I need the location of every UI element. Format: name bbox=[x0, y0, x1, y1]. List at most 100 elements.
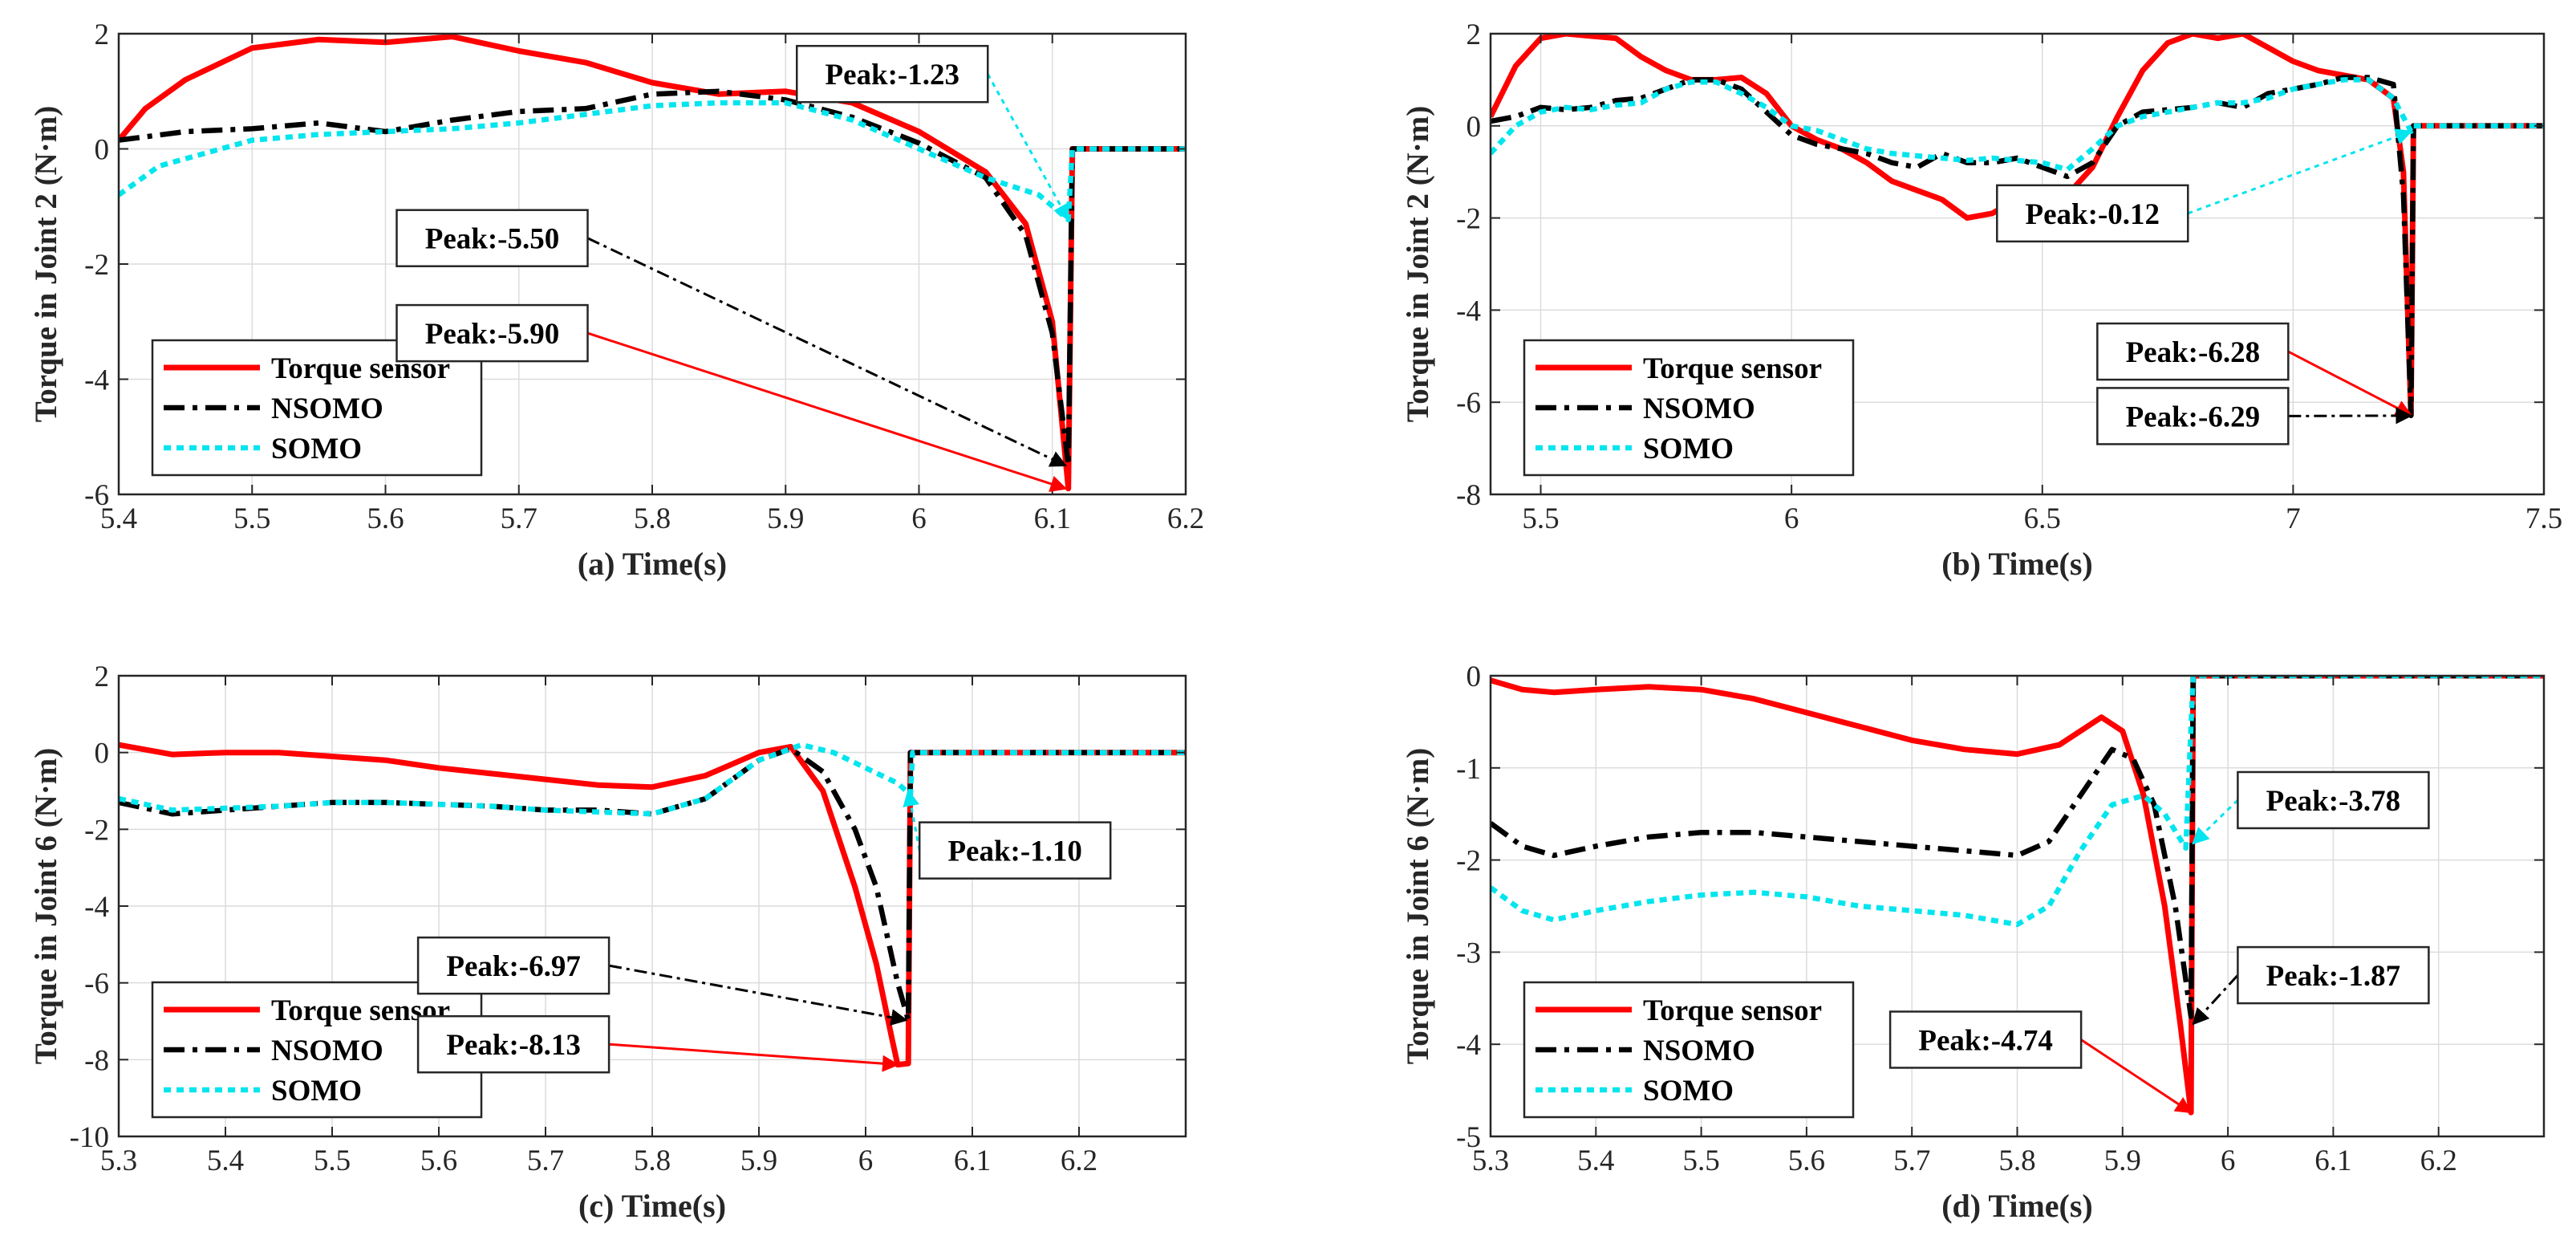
annotation-label: Peak:-4.74 bbox=[1918, 1024, 2053, 1057]
series-line-somo bbox=[1491, 77, 2544, 173]
annotation-box bbox=[2237, 945, 2430, 1005]
y-tick-label: 2 bbox=[95, 18, 110, 51]
x-tick-label: 5.8 bbox=[634, 1144, 671, 1177]
peak-annotation: Peak:-6.28 bbox=[2096, 322, 2413, 417]
y-axis-label: Torque in Joint 2 (N·m) bbox=[29, 106, 63, 422]
peak-annotation: Peak:-3.78 bbox=[2192, 770, 2430, 845]
annotation-label: Peak:-5.50 bbox=[425, 223, 560, 256]
x-tick-label: 6.1 bbox=[2314, 1144, 2351, 1177]
axes-box bbox=[1489, 32, 2546, 496]
peak-annotation: Peak:-0.12 bbox=[1996, 128, 2413, 243]
annotation-arrow bbox=[587, 331, 1068, 492]
x-tick-label: 5.4 bbox=[207, 1144, 244, 1177]
peak-annotation: Peak:-1.87 bbox=[2192, 945, 2430, 1026]
x-tick-label: 6 bbox=[1784, 502, 1799, 535]
y-tick-label: -2 bbox=[84, 249, 109, 282]
series-line-torque-sensor bbox=[119, 742, 1186, 1068]
annotation-box bbox=[396, 303, 589, 363]
annotation-box bbox=[796, 44, 989, 104]
x-tick-label: 6.1 bbox=[954, 1144, 991, 1177]
annotation-label: Peak:-1.10 bbox=[947, 835, 1082, 868]
x-tick-label: 5.6 bbox=[1788, 1144, 1825, 1177]
x-tick-label: 5.9 bbox=[767, 502, 804, 535]
annotation-arrow bbox=[2192, 974, 2239, 1026]
annotation-arrow bbox=[903, 789, 921, 851]
annotation-box bbox=[1996, 184, 2189, 243]
annotation-arrow bbox=[2080, 1039, 2193, 1114]
series-line-torque-sensor bbox=[1491, 34, 2544, 418]
annotation-label: Peak:-8.13 bbox=[446, 1029, 581, 1062]
x-tick-label: 5.8 bbox=[634, 502, 671, 535]
x-tick-label: 5.7 bbox=[1893, 1144, 1930, 1177]
annotation-label: Peak:-1.87 bbox=[2266, 960, 2401, 993]
chart-d: 5.3 5.4 5.5 5.6 5.7 5.8 5.9 6 6.1 6.2 -5 -4 -3 -2 -1 0 T… bbox=[1401, 661, 2546, 1224]
peak-annotation: Peak:-6.97 bbox=[416, 936, 908, 1026]
annotation-arrow bbox=[986, 73, 1070, 222]
y-axis-label: Torque in Joint 6 (N·m) bbox=[29, 748, 63, 1064]
peak-annotation: Peak:-4.74 bbox=[1888, 1010, 2193, 1114]
annotation-box bbox=[1888, 1010, 2083, 1069]
annotation-arrow bbox=[586, 237, 1068, 467]
y-tick-label: 0 bbox=[95, 134, 110, 167]
legend-label: SOMO bbox=[271, 1075, 362, 1108]
annotation-box bbox=[416, 1014, 611, 1074]
x-tick-label: 6.2 bbox=[2420, 1144, 2457, 1177]
y-tick-label: -4 bbox=[84, 364, 109, 397]
annotation-label: Peak:-3.78 bbox=[2266, 785, 2401, 818]
peak-annotation: Peak:-8.13 bbox=[416, 1014, 899, 1074]
x-tick-label: 5.9 bbox=[740, 1144, 777, 1177]
x-tick-label: 6.2 bbox=[1061, 1144, 1097, 1177]
y-tick-label: -2 bbox=[1456, 203, 1481, 236]
x-tick-label: 5.8 bbox=[1998, 1144, 2035, 1177]
annotation-box bbox=[2237, 770, 2430, 830]
x-tick-label: 5.5 bbox=[1682, 1144, 1719, 1177]
y-tick-label: -10 bbox=[70, 1121, 109, 1154]
annotation-box bbox=[2096, 322, 2290, 381]
x-tick-label: 6 bbox=[858, 1144, 874, 1177]
x-tick-label: 5.4 bbox=[1577, 1144, 1614, 1177]
x-tick-label: 6.2 bbox=[1167, 502, 1204, 535]
series-line-somo bbox=[119, 100, 1186, 223]
annotation-box bbox=[396, 209, 589, 267]
peak-annotation: Peak:-1.23 bbox=[796, 44, 1070, 222]
x-tick-label: 5.4 bbox=[100, 502, 137, 535]
peak-annotation: Peak:-5.90 bbox=[396, 303, 1068, 492]
x-tick-label: 5.9 bbox=[2104, 1144, 2141, 1177]
y-tick-label: -6 bbox=[1456, 387, 1481, 420]
y-tick-label: -4 bbox=[1456, 1029, 1481, 1062]
y-tick-label: -3 bbox=[1456, 937, 1481, 969]
y-tick-label: -6 bbox=[84, 968, 109, 1001]
annotation-label: Peak:-0.12 bbox=[2026, 198, 2160, 231]
annotation-label: Peak:-6.28 bbox=[2126, 336, 2261, 369]
y-tick-label: 0 bbox=[1466, 111, 1482, 144]
x-tick-label: 7 bbox=[2286, 502, 2301, 535]
peak-annotation: Peak:-6.29 bbox=[2096, 387, 2413, 445]
annotation-arrow bbox=[2287, 350, 2413, 417]
series-line-nsomo bbox=[1491, 75, 2544, 419]
annotation-arrow bbox=[2288, 407, 2413, 425]
x-tick-label: 6.5 bbox=[2024, 502, 2061, 535]
annotation-box bbox=[416, 936, 611, 995]
legend-label: SOMO bbox=[271, 433, 362, 465]
series-line-nsomo bbox=[1491, 676, 2544, 1020]
x-axis-caption: (c) Time(s) bbox=[578, 1188, 726, 1224]
chart-b: 5.5 6 6.5 7 7.5 -8 -6 -4 -2 0 2 Torque in Joint 2 (… bbox=[1401, 18, 2562, 582]
peak-annotation: Peak:-1.10 bbox=[903, 789, 1112, 880]
annotation-label: Peak:-6.29 bbox=[2126, 400, 2261, 433]
y-tick-label: -8 bbox=[84, 1044, 109, 1077]
legend-label: NSOMO bbox=[271, 1034, 383, 1067]
series-line-nsomo bbox=[119, 88, 1186, 469]
x-tick-label: 5.7 bbox=[527, 1144, 564, 1177]
series-line-torque-sensor bbox=[119, 34, 1186, 492]
x-tick-label: 5.7 bbox=[501, 502, 538, 535]
y-tick-label: -5 bbox=[1456, 1121, 1481, 1154]
annotation-arrow bbox=[608, 964, 908, 1026]
legend-label: SOMO bbox=[1643, 433, 1734, 465]
annotation-arrow bbox=[608, 1043, 899, 1072]
x-tick-label: 5.3 bbox=[1472, 1144, 1509, 1177]
peak-annotation: Peak:-5.50 bbox=[396, 209, 1068, 467]
annotation-arrow bbox=[2192, 799, 2239, 845]
legend-label: NSOMO bbox=[1643, 392, 1755, 425]
